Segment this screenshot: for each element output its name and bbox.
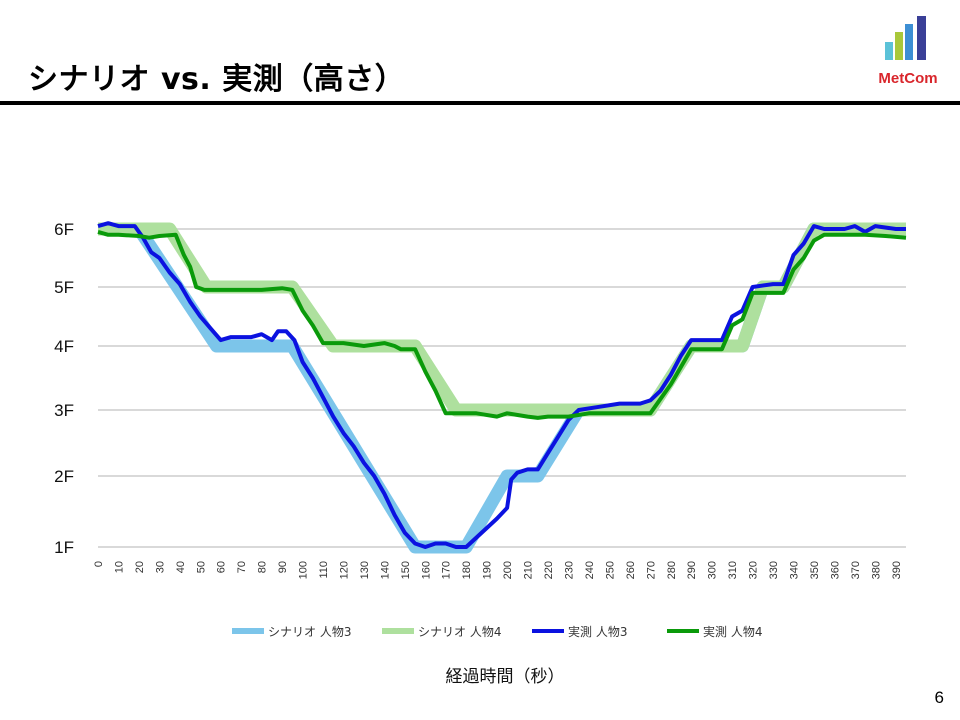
legend: シナリオ 人物3 シナリオ 人物4 実測 人物3 実測 人物4 [232,624,762,639]
x-tick-label: 300 [707,561,719,579]
x-tick-label: 170 [441,561,453,579]
logo-bar-1 [885,42,893,60]
series-line-4 [97,229,907,420]
logo-bars-icon [885,16,926,60]
x-axis-ticks: 0 10 20 30 40 50 60 70 80 90 100 110 120 130 140 150 160… [93,561,903,579]
x-tick-label: 210 [523,561,535,579]
legend-label-2: シナリオ 人物4 [418,625,501,639]
x-axis-label: 経過時間（秒） [446,667,565,687]
y-tick-label: 2F [54,467,74,486]
x-tick-label: 50 [195,561,207,573]
x-tick-label: 80 [257,561,269,573]
x-tick-label: 320 [748,561,760,579]
x-tick-label: 380 [870,561,882,579]
y-tick-label: 3F [54,401,74,420]
x-tick-label: 250 [604,561,616,579]
x-tick-label: 200 [502,561,514,579]
x-tick-label: 140 [379,561,391,579]
x-tick-label: 220 [543,561,555,579]
x-tick-label: 160 [420,561,432,579]
slide-title: シナリオ vs. 実測（高さ） [28,62,406,97]
x-tick-label: 10 [113,561,125,573]
x-tick-label: 350 [809,561,821,579]
y-tick-label: 4F [54,337,74,356]
y-tick-label: 6F [54,220,74,239]
x-tick-label: 370 [850,561,862,579]
x-tick-label: 30 [154,561,166,573]
x-tick-label: 270 [645,561,657,579]
legend-label-3: 実測 人物3 [568,624,627,639]
series-line-2 [98,222,906,417]
x-tick-label: 340 [788,561,800,579]
series-line-3 [97,221,906,549]
legend-label-1: シナリオ 人物3 [268,625,351,639]
page-number: 6 [934,688,944,707]
x-tick-label: 260 [625,561,637,579]
y-tick-label: 5F [54,278,74,297]
metcom-logo: MetCom [872,14,944,92]
x-tick-label: 230 [563,561,575,579]
x-tick-label: 130 [359,561,371,579]
x-tick-label: 40 [175,561,187,573]
x-tick-label: 360 [829,561,841,579]
logo-text: MetCom [878,70,938,87]
logo-bar-3 [905,24,913,60]
logo-bar-4 [917,16,926,60]
legend-label-4: 実測 人物4 [703,624,762,639]
y-axis-ticks: 1F 2F 3F 4F 5F 6F [54,220,74,557]
title-divider [0,101,960,105]
x-tick-label: 60 [216,561,228,573]
x-tick-label: 0 [93,561,105,567]
x-tick-label: 240 [584,561,596,579]
x-tick-label: 20 [134,561,146,573]
x-tick-label: 100 [298,561,310,579]
series-lines [97,221,907,554]
x-tick-label: 90 [277,561,289,573]
x-tick-label: 290 [686,561,698,579]
x-tick-label: 310 [727,561,739,579]
x-tick-label: 190 [482,561,494,579]
x-tick-label: 280 [666,561,678,579]
x-tick-label: 330 [768,561,780,579]
x-tick-label: 150 [400,561,412,579]
x-tick-label: 110 [318,561,330,579]
logo-bar-2 [895,32,903,60]
x-tick-label: 180 [461,561,473,579]
x-tick-label: 120 [338,561,350,579]
y-tick-label: 1F [54,538,74,557]
x-tick-label: 390 [891,561,903,579]
x-tick-label: 70 [236,561,248,573]
